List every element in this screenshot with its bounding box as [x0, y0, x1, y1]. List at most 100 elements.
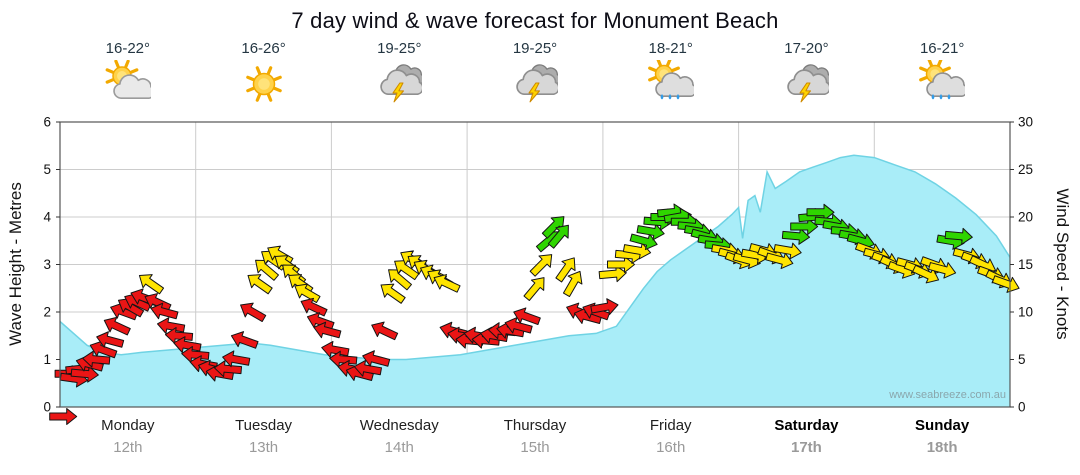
day-date: 15th [520, 439, 550, 456]
temperature-range: 16-26° [241, 40, 286, 57]
wind-arrow [247, 274, 273, 295]
day-label-thursday: Thursday 15th [470, 417, 600, 456]
left-tick-label: 3 [43, 257, 51, 272]
day-name: Saturday [774, 417, 839, 434]
wind-arrow [362, 350, 391, 367]
day-label-saturday: Saturday 17th [741, 417, 871, 456]
day-header-wednesday: 19-25° [344, 40, 454, 106]
weather-icon-thunderstorm [344, 60, 454, 106]
wind-arrow [300, 297, 328, 317]
weather-icon-sunny-showers [616, 58, 726, 106]
day-header-sunday: 16-21° [887, 40, 997, 106]
day-date: 14th [384, 439, 414, 456]
day-header-saturday: 17-20° [751, 40, 861, 106]
wind-arrow [629, 233, 658, 251]
temperature-range: 19-25° [377, 40, 422, 57]
day-label-monday: Monday 12th [63, 417, 193, 456]
wind-arrow [70, 365, 99, 383]
wind-arrow [523, 277, 545, 302]
wind-arrow [504, 317, 533, 334]
temperature-range: 17-20° [784, 40, 829, 57]
left-tick-label: 2 [43, 305, 51, 320]
temperature-range: 18-21° [648, 40, 693, 57]
wind-arrow [173, 336, 202, 353]
wind-arrow [622, 242, 652, 260]
day-name: Wednesday [359, 417, 439, 434]
wind-arrow [82, 350, 111, 368]
wind-arrow [144, 293, 172, 312]
wind-arrow [96, 331, 125, 348]
wind-arrow [555, 257, 576, 283]
wind-arrow [433, 274, 461, 293]
wind-arrow [562, 270, 583, 298]
day-date: 18th [926, 439, 958, 456]
right-axis-title: Wind Speed - Knots [1053, 188, 1072, 340]
wind-arrow [306, 312, 335, 330]
wind-arrow [157, 317, 186, 334]
day-label-tuesday: Tuesday 13th [199, 417, 329, 456]
left-tick-label: 4 [43, 210, 51, 225]
wind-arrow [529, 254, 553, 277]
wind-arrow [230, 331, 259, 349]
right-tick-label: 5 [1018, 352, 1026, 367]
wind-arrow [781, 227, 811, 245]
wind-arrow [394, 259, 420, 281]
wind-arrow [313, 321, 342, 339]
wind-arrow [255, 259, 280, 281]
wind-arrow [388, 269, 413, 291]
wind-arrow [912, 264, 940, 284]
wind-arrow [103, 316, 131, 336]
wind-arrow [590, 298, 619, 315]
day-date: 13th [248, 439, 279, 456]
wind-arrow [138, 274, 165, 295]
weather-icon-sunny [209, 60, 319, 106]
wind-arrow [806, 203, 835, 221]
day-header-monday: 16-22° [73, 40, 183, 106]
wind-arrow [164, 326, 194, 344]
wind-arrow [371, 321, 399, 341]
wind-arrow [49, 408, 78, 425]
wind-arrow [607, 256, 635, 273]
wind-arrow [321, 340, 350, 358]
wind-arrow [513, 307, 541, 326]
day-date: 17th [791, 439, 822, 456]
day-name: Thursday [503, 417, 567, 434]
temperature-range: 16-21° [919, 40, 965, 57]
wind-arrow [765, 252, 794, 270]
wind-arrow [928, 262, 957, 279]
right-tick-label: 20 [1018, 210, 1033, 225]
wind-arrow [353, 359, 383, 377]
wind-arrow [240, 302, 267, 323]
day-header-thursday: 19-25° [480, 40, 590, 106]
day-date: 12th [113, 439, 143, 456]
right-tick-label: 15 [1018, 257, 1033, 272]
wind-arrow [329, 350, 358, 368]
wind-arrow [991, 275, 1020, 293]
left-tick-label: 1 [43, 352, 51, 367]
wave-height-line [59, 154, 1011, 361]
weather-icon-thunderstorm [751, 60, 861, 106]
wind-arrow [213, 360, 243, 378]
temperature-range: 19-25° [512, 40, 558, 57]
left-tick-label: 6 [43, 115, 51, 130]
wind-arrow [636, 223, 665, 241]
weather-icon-partly-cloudy [73, 59, 183, 106]
right-tick-label: 0 [1018, 400, 1026, 415]
wind-arrow [944, 227, 973, 245]
wind-arrow [222, 350, 251, 368]
day-label-friday: Friday 16th [606, 417, 736, 456]
weather-icon-thunderstorm [480, 60, 590, 106]
weather-icon-sunny-showers [887, 58, 997, 106]
day-date: 16th [656, 439, 686, 456]
wind-arrow [790, 218, 819, 235]
temperature-range: 16-22° [105, 40, 151, 57]
left-tick-label: 5 [43, 162, 51, 177]
wind-arrow [598, 265, 627, 283]
left-axis-title: Wave Height - Metres [6, 182, 25, 346]
right-tick-label: 30 [1018, 115, 1033, 130]
wind-arrow [380, 283, 406, 304]
wind-arrow [181, 345, 210, 363]
day-label-sunday: Sunday 18th [877, 417, 1007, 456]
day-header-friday: 18-21° [616, 40, 726, 106]
